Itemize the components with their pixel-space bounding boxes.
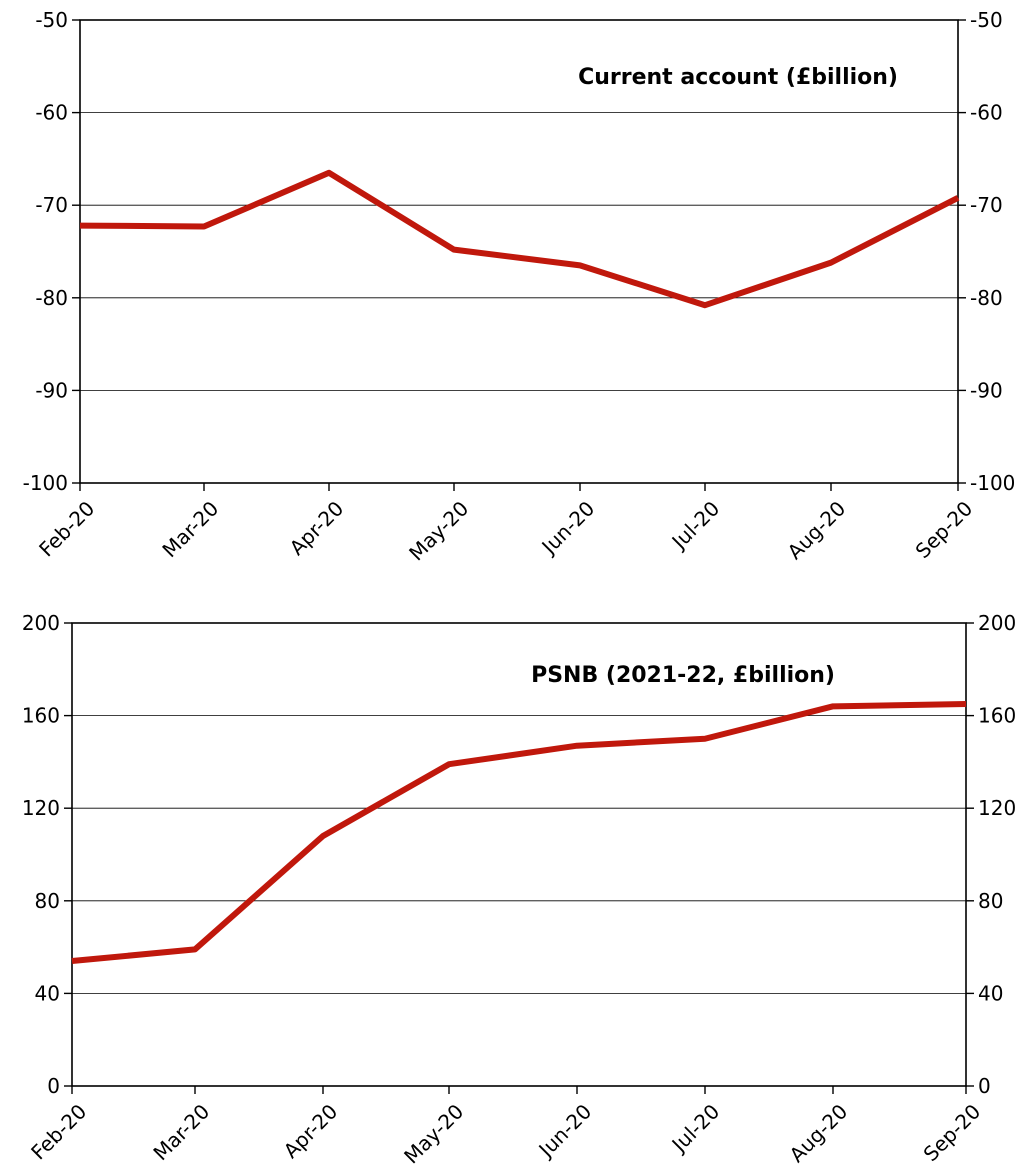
x-tick-label: Jun-20 bbox=[536, 496, 600, 560]
y-tick-label-left: 40 bbox=[35, 981, 60, 1005]
x-tick-label: Apr-20 bbox=[279, 1099, 343, 1163]
x-tick-label: Jun-20 bbox=[533, 1099, 597, 1163]
y-tick-label-left: 200 bbox=[22, 611, 60, 635]
x-tick-label: Sep-20 bbox=[919, 1099, 986, 1166]
x-tick-label: Aug-20 bbox=[785, 1099, 853, 1167]
x-tick-label: Jul-20 bbox=[666, 1099, 725, 1158]
y-tick-label-left: -70 bbox=[35, 193, 68, 217]
y-tick-label-right: 120 bbox=[978, 796, 1016, 820]
x-tick-label: Apr-20 bbox=[285, 496, 349, 560]
y-tick-label-left: 0 bbox=[47, 1074, 60, 1098]
plot-frame bbox=[79, 19, 959, 484]
x-tick-label: Sep-20 bbox=[911, 496, 978, 563]
y-tick-label-right: 160 bbox=[978, 704, 1016, 728]
series-line bbox=[79, 169, 960, 309]
y-tick-label-right: -90 bbox=[970, 378, 1003, 402]
y-tick-label-left: 80 bbox=[35, 889, 60, 913]
x-tick-label: Aug-20 bbox=[783, 496, 851, 564]
y-tick-label-right: 0 bbox=[978, 1074, 991, 1098]
y-tick-label-right: -60 bbox=[970, 101, 1003, 125]
y-tick-label-right: -70 bbox=[970, 193, 1003, 217]
chart-title: Current account (£billion) bbox=[578, 65, 898, 90]
y-tick-label-right: -50 bbox=[970, 8, 1003, 32]
current-account-chart: -100 -100 -90 -90 -80 -80 -70 -70 -60 -60 -50 -50 Fe… bbox=[23, 8, 1016, 565]
y-tick-label-left: -100 bbox=[23, 471, 68, 495]
series-line bbox=[71, 701, 967, 964]
y-tick-label-left: -50 bbox=[35, 8, 68, 32]
x-tick-label: Mar-20 bbox=[157, 496, 223, 562]
x-tick-label: Mar-20 bbox=[148, 1099, 214, 1165]
y-tick-label-left: -60 bbox=[35, 101, 68, 125]
y-tick-label-left: 120 bbox=[22, 796, 60, 820]
x-tick-label: May-20 bbox=[399, 1099, 468, 1168]
x-tick-label: May-20 bbox=[404, 496, 473, 565]
y-tick-label-left: -80 bbox=[35, 286, 68, 310]
y-tick-label-right: -80 bbox=[970, 286, 1003, 310]
y-tick-label-right: 80 bbox=[978, 889, 1003, 913]
psnb-chart-svg: 0 0 40 40 80 80 120 120 160 160 200 200 Feb-20 Mar-20… bbox=[22, 611, 1016, 1168]
x-tick-label: Feb-20 bbox=[26, 1099, 91, 1164]
y-tick-label-right: 200 bbox=[978, 611, 1016, 635]
current-account-chart-svg: -100 -100 -90 -90 -80 -80 -70 -70 -60 -60 -50 -50 Fe… bbox=[23, 8, 1016, 565]
plot-frame bbox=[71, 622, 967, 1087]
x-tick-label: Feb-20 bbox=[34, 496, 99, 561]
psnb-chart: 0 0 40 40 80 80 120 120 160 160 200 200 Feb-20 Mar-20… bbox=[0, 590, 1034, 1172]
x-tick-label: Jul-20 bbox=[666, 496, 725, 555]
y-tick-label-left: 160 bbox=[22, 704, 60, 728]
y-tick-label-right: 40 bbox=[978, 981, 1003, 1005]
y-tick-label-right: -100 bbox=[970, 471, 1015, 495]
y-tick-label-left: -90 bbox=[35, 378, 68, 402]
chart-title: PSNB (2021-22, £billion) bbox=[531, 663, 835, 688]
